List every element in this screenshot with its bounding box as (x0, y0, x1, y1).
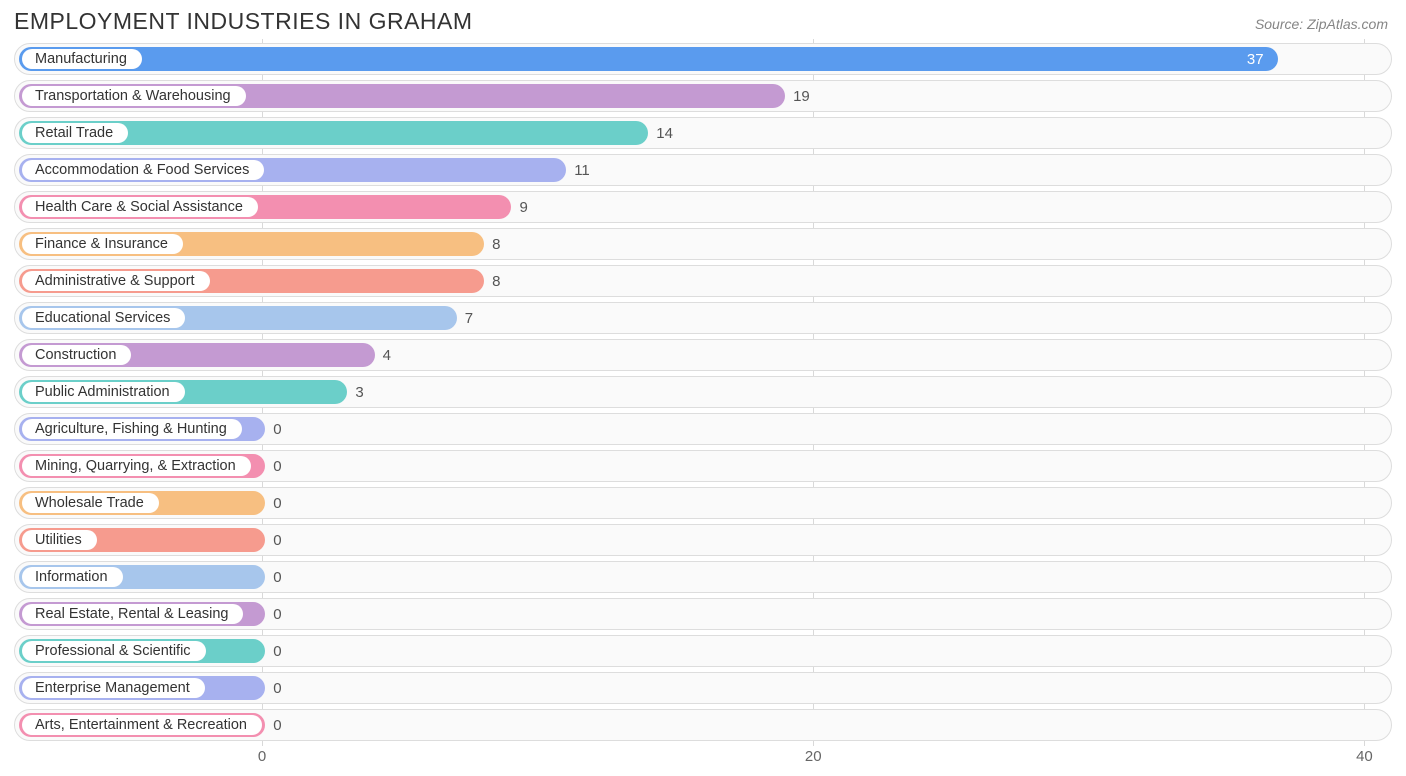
bar-value: 37 (19, 47, 1278, 71)
bar-row: Manufacturing37 (14, 43, 1392, 75)
bar-value: 0 (265, 713, 281, 737)
bar-row: Health Care & Social Assistance 9 (14, 191, 1392, 223)
chart-area: Manufacturing37 Transportation & Warehous… (0, 39, 1406, 774)
bar-row: Arts, Entertainment & Recreation0 (14, 709, 1392, 741)
bar-label: Mining, Quarrying, & Extraction (22, 456, 251, 476)
bar-label: Finance & Insurance (22, 234, 183, 254)
bar-label: Administrative & Support (22, 271, 210, 291)
bar-row: Finance & Insurance 8 (14, 228, 1392, 260)
bar-row: Educational Services 7 (14, 302, 1392, 334)
bar-rows: Manufacturing37 Transportation & Warehous… (14, 43, 1392, 741)
bar-value: 9 (511, 195, 527, 219)
source-attribution: Source: ZipAtlas.com (1255, 16, 1388, 32)
bar-value: 0 (265, 676, 281, 700)
x-axis: 0 20 40 (14, 746, 1392, 774)
bar-row: Retail Trade 14 (14, 117, 1392, 149)
bar-label: Enterprise Management (22, 678, 205, 698)
bar-label: Utilities (22, 530, 97, 550)
bar-value: 0 (265, 639, 281, 663)
bar-label: Arts, Entertainment & Recreation (22, 715, 262, 735)
bar-value: 0 (265, 565, 281, 589)
bar-row: Professional & Scientific 0 (14, 635, 1392, 667)
bar-value: 0 (265, 491, 281, 515)
bar-row: Administrative & Support 8 (14, 265, 1392, 297)
bar-label: Wholesale Trade (22, 493, 159, 513)
bar-value: 0 (265, 528, 281, 552)
bar-row: Real Estate, Rental & Leasing 0 (14, 598, 1392, 630)
bar-value: 19 (785, 84, 810, 108)
bar-label: Retail Trade (22, 123, 128, 143)
bar-row: Mining, Quarrying, & Extraction 0 (14, 450, 1392, 482)
bar-row: Utilities 0 (14, 524, 1392, 556)
bar-row: Wholesale Trade 0 (14, 487, 1392, 519)
bar-value: 8 (484, 269, 500, 293)
bar-row: Construction 4 (14, 339, 1392, 371)
bar-value: 14 (648, 121, 673, 145)
x-axis-tick: 0 (258, 748, 266, 765)
bar-row: Information 0 (14, 561, 1392, 593)
bar-value: 0 (265, 454, 281, 478)
bar-value: 8 (484, 232, 500, 256)
bar-label: Real Estate, Rental & Leasing (22, 604, 243, 624)
bar-label: Educational Services (22, 308, 185, 328)
bar-row: Transportation & Warehousing 19 (14, 80, 1392, 112)
bar-value: 7 (457, 306, 473, 330)
bar-row: Accommodation & Food Services 11 (14, 154, 1392, 186)
bar-label: Transportation & Warehousing (22, 86, 246, 106)
bar-value: 0 (265, 602, 281, 626)
chart-header: EMPLOYMENT INDUSTRIES IN GRAHAM Source: … (0, 0, 1406, 39)
bar-value: 0 (265, 417, 281, 441)
bar-value: 4 (375, 343, 391, 367)
bar-label: Professional & Scientific (22, 641, 206, 661)
bar-value: 11 (566, 158, 590, 182)
bar-label: Agriculture, Fishing & Hunting (22, 419, 242, 439)
chart-title: EMPLOYMENT INDUSTRIES IN GRAHAM (14, 8, 473, 35)
bar-label: Information (22, 567, 123, 587)
bar-row: Enterprise Management 0 (14, 672, 1392, 704)
bar-label: Public Administration (22, 382, 185, 402)
x-axis-tick: 20 (805, 748, 822, 765)
bar-label: Accommodation & Food Services (22, 160, 264, 180)
bar-value: 3 (347, 380, 363, 404)
bar-label: Health Care & Social Assistance (22, 197, 258, 217)
x-axis-tick: 40 (1356, 748, 1373, 765)
bar-label: Construction (22, 345, 131, 365)
bar-row: Public Administration 3 (14, 376, 1392, 408)
bar-row: Agriculture, Fishing & Hunting 0 (14, 413, 1392, 445)
